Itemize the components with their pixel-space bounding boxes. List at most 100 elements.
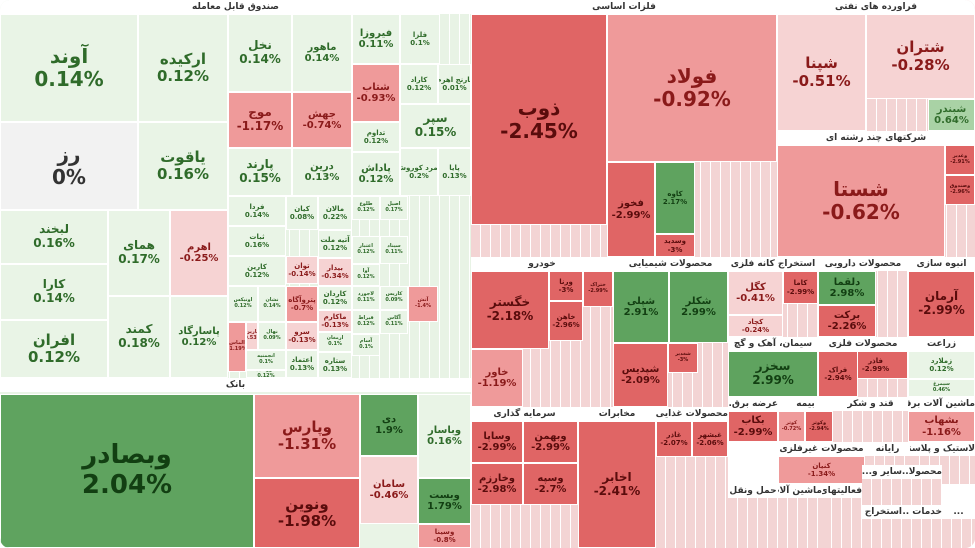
stock-tile[interactable]: شبندر 0.64% — [928, 99, 975, 131]
stock-tile[interactable]: ارمغان 0.1% — [318, 332, 352, 352]
sector-title[interactable]: خودرو — [471, 257, 613, 271]
stock-tile[interactable]: طلوع 0.12% — [352, 196, 380, 220]
sector-title[interactable]: مخابرات — [578, 407, 656, 421]
stock-tile[interactable]: شتاب -0.93% — [352, 64, 400, 122]
stock-tile[interactable]: کاوه 2.17% — [655, 162, 695, 234]
sector-title[interactable]: حمل ونقل — [728, 484, 778, 498]
stock-tile[interactable]: فیروزا 0.11% — [352, 14, 400, 64]
stock-tile[interactable]: کاریس 0.09% — [380, 286, 408, 310]
sector-title[interactable]: رایانه — [865, 442, 910, 456]
stock-tile[interactable]: شغدیر -3% — [668, 343, 698, 373]
stock-tile[interactable]: نارین-0.53% — [246, 322, 258, 350]
stock-tile[interactable]: ماهور 0.14% — [292, 14, 352, 92]
stock-tile[interactable]: آرمان -2.99% — [908, 271, 975, 337]
stock-tile[interactable]: سیناد 0.11% — [380, 236, 408, 264]
stock-tile[interactable]: شپلی 2.91% — [613, 271, 669, 343]
stock-tile[interactable]: ونوین -1.98% — [254, 478, 360, 548]
stock-tile[interactable]: سخزر 2.99% — [728, 351, 818, 397]
stock-tile[interactable]: آوا 0.12% — [352, 264, 380, 286]
stock-tile[interactable]: وخارزم -2.98% — [471, 463, 523, 505]
stock-tile[interactable]: برکت -2.26% — [818, 305, 876, 337]
sector-title[interactable]: خدمات ... — [902, 505, 942, 519]
stock-tile[interactable]: شپدیس -2.09% — [613, 343, 668, 407]
stock-tile[interactable]: سرو -0.13% — [286, 322, 318, 350]
stock-tile[interactable]: وباسار 0.16% — [418, 394, 471, 478]
stock-tile[interactable]: نخل 0.14% — [228, 14, 292, 92]
sector-title[interactable]: محصولات فلزی — [818, 337, 908, 351]
stock-tile[interactable]: فلزا 0.1% — [400, 14, 440, 64]
sector-title[interactable]: استخراج ... — [862, 505, 902, 519]
stock-tile[interactable]: وسدید -3% — [655, 234, 695, 257]
stock-tile[interactable]: فردا 0.14% — [228, 196, 286, 226]
stock-tile[interactable]: خگستر -2.18% — [471, 271, 549, 349]
stock-tile[interactable]: بیدار -0.34% — [318, 258, 352, 286]
stock-tile[interactable]: کچاد -0.24% — [728, 315, 783, 337]
sector-title[interactable]: ماشین آلات — [778, 484, 822, 498]
stock-tile[interactable]: وبصادر 2.04% — [0, 394, 254, 548]
stock-tile[interactable]: قیراط 0.12% — [352, 310, 380, 334]
stock-tile[interactable]: کارا 0.14% — [0, 264, 108, 320]
stock-tile[interactable]: کارین 0.12% — [228, 256, 286, 286]
stock-tile[interactable]: دلقما 2.98% — [818, 271, 876, 305]
stock-tile[interactable]: اصیل 0.17% — [380, 196, 408, 220]
stock-tile[interactable]: الماس -1.19% — [228, 322, 246, 372]
sector-title[interactable]: صندوق قابل معامله — [0, 0, 471, 14]
stock-tile[interactable]: آگاس 0.11% — [380, 310, 408, 334]
sector-title[interactable]: سایر و... — [862, 465, 902, 479]
stock-tile[interactable]: موج -1.17% — [228, 92, 292, 148]
stock-tile[interactable]: وسپه -2.7% — [523, 463, 578, 505]
stock-tile[interactable]: آسام 0.1% — [352, 334, 380, 356]
sector-title[interactable]: شرکتهای چند رشته ای — [777, 131, 975, 145]
stock-tile[interactable]: بشهاب -1.16% — [908, 411, 975, 442]
stock-tile[interactable]: کگل -0.41% — [728, 271, 783, 315]
stock-tile[interactable]: غاذر -2.07% — [656, 421, 692, 457]
stock-tile[interactable]: لاجورد 0.11% — [352, 286, 380, 310]
stock-tile[interactable]: مالان 0.22% — [318, 196, 352, 230]
stock-tile[interactable]: ماکارم -0.13% — [318, 310, 352, 332]
stock-tile[interactable]: زملارد 0.12% — [908, 351, 975, 379]
stock-tile[interactable]: زمرد کوروش0.2% — [400, 148, 438, 196]
stock-tile[interactable]: خاور -1.19% — [471, 349, 523, 407]
stock-tile[interactable]: اخابر -2.41% — [578, 421, 656, 548]
stock-tile[interactable]: سپر 0.15% — [400, 104, 471, 148]
stock-tile[interactable]: شپنا -0.51% — [777, 14, 866, 131]
stock-tile[interactable]: پایا 0.13% — [438, 148, 471, 196]
stock-tile[interactable]: دی 1.9% — [360, 394, 418, 456]
sector-title[interactable]: بانک — [0, 378, 471, 392]
stock-tile[interactable]: کیان 0.08% — [286, 196, 318, 230]
stock-tile[interactable]: یاقوت 0.16% — [138, 122, 228, 210]
sector-title[interactable]: سیمان، آهک و گچ — [728, 337, 818, 351]
stock-tile[interactable]: کنیان -1.34% — [778, 456, 865, 484]
stock-tile[interactable]: تارنج اهرم 0.01% — [438, 64, 471, 104]
stock-tile[interactable]: کاردان 0.12% — [318, 286, 352, 310]
sector-title[interactable]: محصولات غیرفلزی — [778, 442, 865, 456]
stock-tile[interactable]: همای 0.17% — [108, 210, 170, 296]
stock-tile[interactable]: وصندوق -2.96% — [945, 175, 975, 205]
stock-tile[interactable]: ارکیده 0.12% — [138, 14, 228, 122]
stock-tile[interactable]: اونیکس 0.12% — [228, 286, 258, 322]
stock-tile[interactable]: اهرم -0.25% — [170, 210, 228, 296]
stock-tile[interactable]: لبخند 0.16% — [0, 210, 108, 264]
stock-tile[interactable]: نهال 0.09% — [258, 322, 286, 350]
stock-tile[interactable]: پاسارگاد 0.12% — [170, 296, 228, 378]
sector-title[interactable]: استخراج کانه فلزی — [728, 257, 818, 271]
stock-tile[interactable]: ثبات 0.16% — [228, 226, 286, 256]
sector-title[interactable]: محصولا... — [902, 465, 942, 479]
sector-title[interactable]: بیمه — [778, 397, 833, 411]
stock-tile[interactable]: کاراد 0.12% — [400, 64, 438, 104]
stock-tile[interactable]: اعتبار 0.12% — [352, 236, 380, 264]
stock-tile[interactable]: پتروآگاه -0.7% — [286, 286, 318, 322]
stock-tile[interactable]: جهش -0.74% — [292, 92, 352, 148]
stock-tile[interactable]: ستاره 0.13% — [318, 352, 352, 378]
stock-tile[interactable]: آتیه ملت 0.12% — [318, 230, 352, 258]
sector-title[interactable]: عرضه برق... — [728, 397, 778, 411]
stock-tile[interactable]: کمند 0.18% — [108, 296, 170, 378]
stock-tile[interactable]: ذوب -2.45% — [471, 14, 607, 225]
sector-title[interactable]: ... — [942, 505, 975, 519]
sector-title[interactable]: محصولات شیمیایی — [613, 257, 728, 271]
stock-tile[interactable]: شستا -0.62% — [777, 145, 945, 257]
stock-tile[interactable]: کوثر -0.72% — [778, 411, 805, 442]
sector-title[interactable]: محصولات غذایی — [656, 407, 728, 421]
sector-title[interactable]: فلزات اساسی — [471, 0, 777, 14]
stock-tile[interactable]: ختراک -2.99% — [583, 271, 613, 307]
